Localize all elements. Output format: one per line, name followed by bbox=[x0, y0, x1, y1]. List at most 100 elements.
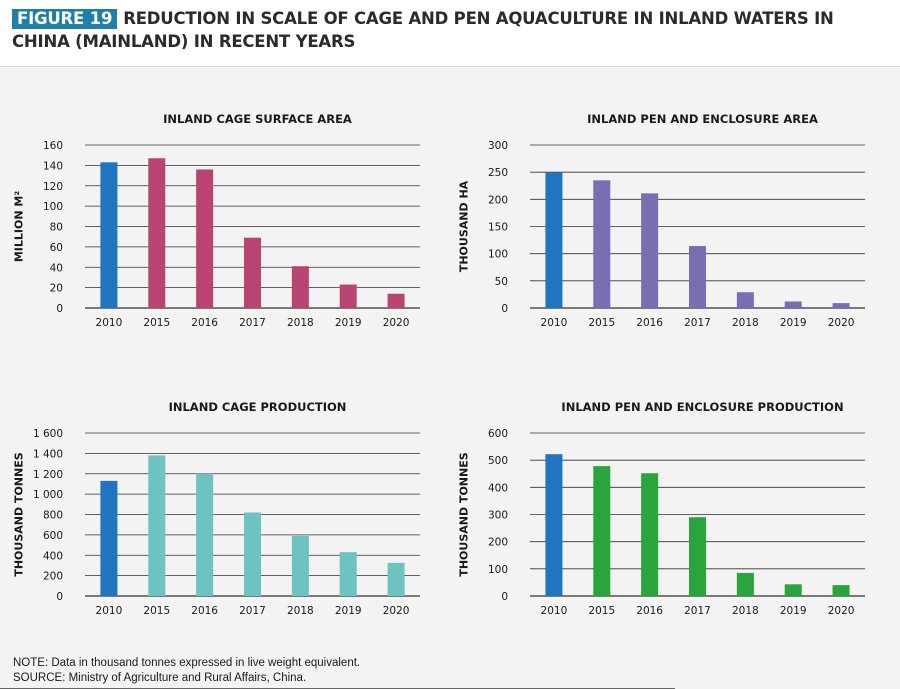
figure-header: FIGURE 19 REDUCTION IN SCALE OF CAGE AND … bbox=[0, 0, 900, 67]
x-tick-label: 2015 bbox=[588, 605, 615, 617]
bar-2010 bbox=[100, 162, 118, 308]
figure-tag: FIGURE 19 bbox=[12, 9, 118, 29]
x-tick-label: 2015 bbox=[143, 605, 170, 617]
y-tick-label: 0 bbox=[56, 303, 63, 315]
source-text: SOURCE: Ministry of Agriculture and Rura… bbox=[13, 672, 307, 684]
y-tick-label: 400 bbox=[488, 482, 508, 494]
bar-2010 bbox=[100, 480, 118, 596]
bar-2020 bbox=[387, 293, 405, 308]
y-tick-label: 100 bbox=[488, 564, 508, 576]
y-tick-label: 400 bbox=[43, 550, 63, 562]
x-tick-label: 2018 bbox=[732, 605, 759, 617]
y-axis-label: MILLION M² bbox=[13, 191, 26, 262]
x-tick-label: 2010 bbox=[541, 317, 568, 329]
bar-2015 bbox=[148, 455, 166, 596]
bar-2015 bbox=[593, 466, 611, 596]
bar-2016 bbox=[641, 193, 659, 308]
x-tick-label: 2020 bbox=[383, 605, 410, 617]
bar-2018 bbox=[291, 535, 309, 596]
x-tick-label: 2020 bbox=[828, 605, 855, 617]
bar-2015 bbox=[148, 158, 166, 308]
bar-2020 bbox=[387, 562, 405, 596]
bar-2018 bbox=[291, 266, 309, 308]
chart-svg: INLAND CAGE PRODUCTION THOUSAND TONNES 0 20… bbox=[13, 400, 420, 617]
x-tick-label: 2010 bbox=[96, 317, 123, 329]
chart-svg: INLAND PEN AND ENCLOSURE AREA THOUSAND HA… bbox=[458, 112, 865, 329]
bar-2019 bbox=[784, 584, 802, 596]
x-tick-label: 2019 bbox=[335, 605, 362, 617]
bar-2016 bbox=[196, 473, 214, 596]
bar-2010 bbox=[545, 172, 563, 308]
chart-inland-pen-enclosure-area: INLAND PEN AND ENCLOSURE AREA THOUSAND HA… bbox=[455, 105, 895, 355]
chart-title: INLAND CAGE PRODUCTION bbox=[169, 400, 347, 414]
y-tick-label: 80 bbox=[50, 222, 63, 234]
bar-2019 bbox=[339, 552, 357, 596]
bar-2017 bbox=[244, 512, 261, 596]
chart-title: INLAND PEN AND ENCLOSURE AREA bbox=[587, 112, 818, 126]
y-axis-label: THOUSAND TONNES bbox=[13, 452, 26, 576]
bar-2016 bbox=[196, 169, 214, 308]
figure-title-text: REDUCTION IN SCALE OF CAGE AND PEN AQUAC… bbox=[12, 9, 834, 51]
y-tick-label: 140 bbox=[43, 160, 63, 172]
y-tick-label: 1 000 bbox=[33, 489, 63, 501]
x-tick-label: 2019 bbox=[780, 317, 807, 329]
y-tick-label: 1 400 bbox=[33, 448, 63, 460]
chart-inland-pen-enclosure-production: INLAND PEN AND ENCLOSURE PRODUCTION THOUS… bbox=[455, 393, 895, 643]
y-tick-label: 200 bbox=[43, 571, 63, 583]
bar-2019 bbox=[784, 301, 802, 308]
x-tick-label: 2018 bbox=[287, 605, 314, 617]
x-tick-label: 2017 bbox=[239, 317, 266, 329]
y-tick-label: 50 bbox=[495, 276, 508, 288]
x-tick-label: 2020 bbox=[383, 317, 410, 329]
y-tick-label: 160 bbox=[43, 140, 63, 152]
x-tick-label: 2016 bbox=[191, 317, 218, 329]
y-tick-label: 150 bbox=[488, 222, 508, 234]
y-tick-label: 40 bbox=[50, 262, 63, 274]
bar-2016 bbox=[641, 473, 659, 596]
bar-2017 bbox=[244, 237, 261, 308]
x-tick-label: 2010 bbox=[96, 605, 123, 617]
y-tick-label: 800 bbox=[43, 510, 63, 522]
y-tick-label: 0 bbox=[501, 303, 508, 315]
y-tick-label: 300 bbox=[488, 510, 508, 522]
y-tick-label: 120 bbox=[43, 181, 63, 193]
chart-inland-cage-surface-area: INLAND CAGE SURFACE AREA MILLION M² 0 20 40 6… bbox=[10, 105, 450, 355]
y-tick-label: 1 600 bbox=[33, 428, 63, 440]
y-tick-label: 250 bbox=[488, 167, 508, 179]
bar-2015 bbox=[593, 180, 611, 308]
bar-2017 bbox=[689, 246, 706, 308]
y-tick-label: 0 bbox=[56, 591, 63, 603]
chart-svg: INLAND PEN AND ENCLOSURE PRODUCTION THOUS… bbox=[458, 400, 865, 617]
y-tick-label: 500 bbox=[488, 455, 508, 467]
x-tick-label: 2019 bbox=[780, 605, 807, 617]
y-tick-label: 100 bbox=[488, 249, 508, 261]
x-tick-label: 2018 bbox=[732, 317, 759, 329]
y-axis-label: THOUSAND TONNES bbox=[458, 452, 471, 576]
y-tick-label: 60 bbox=[50, 242, 63, 254]
bar-2020 bbox=[832, 585, 850, 596]
x-tick-label: 2016 bbox=[636, 605, 663, 617]
figure-notes: NOTE: Data in thousand tonnes expressed … bbox=[13, 656, 360, 686]
y-tick-label: 200 bbox=[488, 194, 508, 206]
figure-title: FIGURE 19 REDUCTION IN SCALE OF CAGE AND … bbox=[12, 7, 872, 53]
y-axis-label: THOUSAND HA bbox=[458, 180, 471, 272]
bar-2010 bbox=[545, 454, 563, 596]
chart-svg: INLAND CAGE SURFACE AREA MILLION M² 0 20 40 6… bbox=[13, 112, 420, 329]
note-text: NOTE: Data in thousand tonnes expressed … bbox=[13, 657, 361, 669]
bar-2017 bbox=[689, 517, 706, 596]
x-tick-label: 2017 bbox=[684, 605, 711, 617]
y-tick-label: 1 200 bbox=[33, 469, 63, 481]
y-tick-label: 200 bbox=[488, 537, 508, 549]
y-tick-label: 20 bbox=[50, 283, 63, 295]
bar-2019 bbox=[339, 284, 357, 308]
chart-inland-cage-production: INLAND CAGE PRODUCTION THOUSAND TONNES 0 20… bbox=[10, 393, 450, 643]
x-tick-label: 2016 bbox=[191, 605, 218, 617]
y-tick-label: 600 bbox=[488, 428, 508, 440]
chart-title: INLAND PEN AND ENCLOSURE PRODUCTION bbox=[561, 400, 843, 414]
y-tick-label: 0 bbox=[501, 591, 508, 603]
x-tick-label: 2020 bbox=[828, 317, 855, 329]
y-tick-label: 300 bbox=[488, 140, 508, 152]
x-tick-label: 2016 bbox=[636, 317, 663, 329]
y-tick-label: 600 bbox=[43, 530, 63, 542]
x-tick-label: 2019 bbox=[335, 317, 362, 329]
